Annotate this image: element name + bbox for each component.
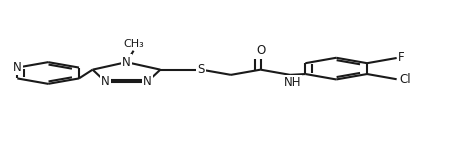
Text: S: S	[198, 63, 205, 76]
Text: N: N	[101, 75, 110, 88]
Text: NH: NH	[284, 76, 301, 89]
Text: O: O	[256, 44, 265, 57]
Text: CH₃: CH₃	[123, 39, 144, 49]
Text: F: F	[398, 52, 405, 65]
Text: N: N	[13, 61, 22, 74]
Text: N: N	[122, 56, 131, 69]
Text: N: N	[143, 75, 152, 88]
Text: Cl: Cl	[399, 73, 411, 86]
